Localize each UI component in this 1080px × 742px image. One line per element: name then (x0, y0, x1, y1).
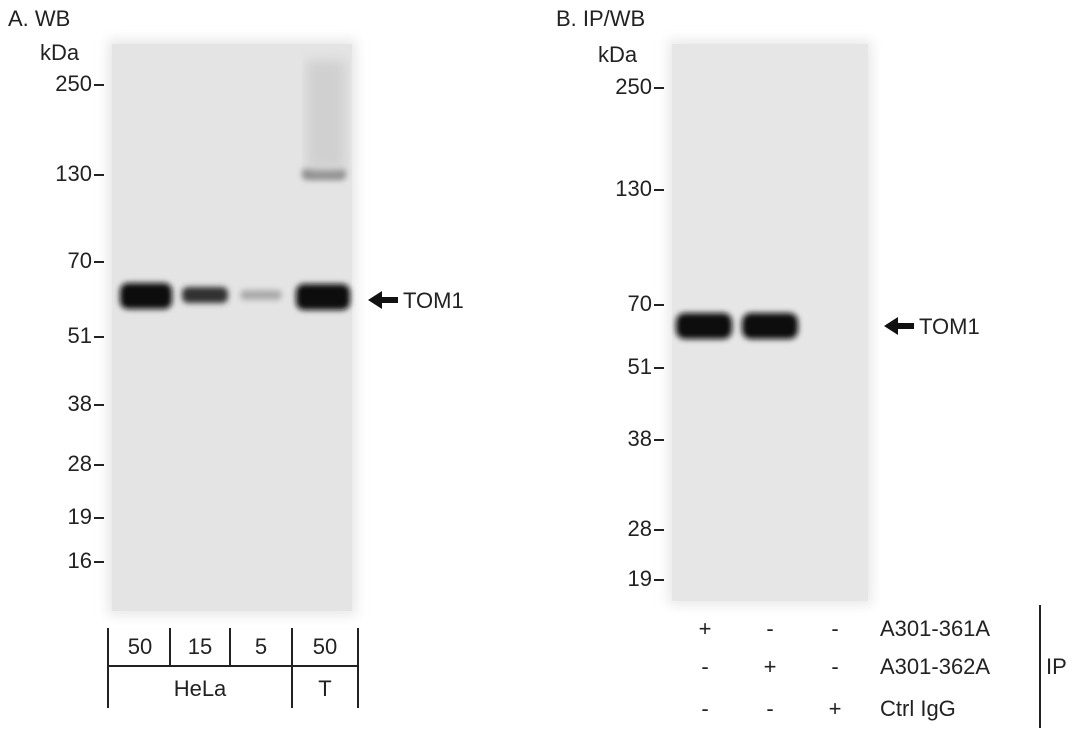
band (676, 313, 732, 339)
panel-title: A. WB (8, 6, 70, 31)
sign: - (766, 616, 773, 641)
band-label: TOM1 (919, 314, 980, 339)
marker-label: 19 (68, 504, 92, 529)
marker-label: 250 (55, 71, 92, 96)
band (120, 283, 172, 309)
lane-label: 15 (188, 634, 212, 659)
sign: - (701, 654, 708, 679)
unit-label: kDa (598, 42, 638, 67)
marker-label: 51 (628, 354, 652, 379)
lane-label: 50 (313, 634, 337, 659)
smear (306, 60, 346, 170)
marker-label: 38 (628, 426, 652, 451)
marker-label: 130 (615, 176, 652, 201)
lane-label: 50 (128, 634, 152, 659)
marker-label: 16 (68, 548, 92, 573)
band (296, 284, 350, 310)
lane-table (107, 628, 359, 708)
marker-label: 19 (628, 566, 652, 591)
sign: - (831, 616, 838, 641)
marker-label: 28 (628, 516, 652, 541)
sign: - (831, 654, 838, 679)
band (302, 168, 346, 180)
marker-label: 70 (68, 248, 92, 273)
panel-title: B. IP/WB (556, 6, 645, 31)
marker-label: 28 (68, 451, 92, 476)
band (182, 287, 228, 303)
band-label: TOM1 (403, 288, 464, 313)
band (742, 313, 798, 339)
sign: + (764, 654, 777, 679)
sign: - (701, 696, 708, 721)
group-label: T (318, 676, 331, 701)
marker-label: 38 (68, 391, 92, 416)
sign: + (829, 696, 842, 721)
unit-label: kDa (40, 40, 80, 65)
row-label: A301-361A (880, 616, 990, 641)
marker-label: 250 (615, 74, 652, 99)
marker-label: 70 (628, 291, 652, 316)
marker-label: 51 (68, 323, 92, 348)
arrow (884, 317, 914, 335)
row-label: A301-362A (880, 654, 990, 679)
group-label: HeLa (174, 676, 227, 701)
band (240, 290, 282, 300)
row-label: Ctrl IgG (880, 696, 956, 721)
sign: - (766, 696, 773, 721)
arrow (368, 291, 398, 309)
lane-label: 5 (255, 634, 267, 659)
group-label: IP (1046, 654, 1067, 679)
sign: + (699, 616, 712, 641)
marker-label: 130 (55, 161, 92, 186)
